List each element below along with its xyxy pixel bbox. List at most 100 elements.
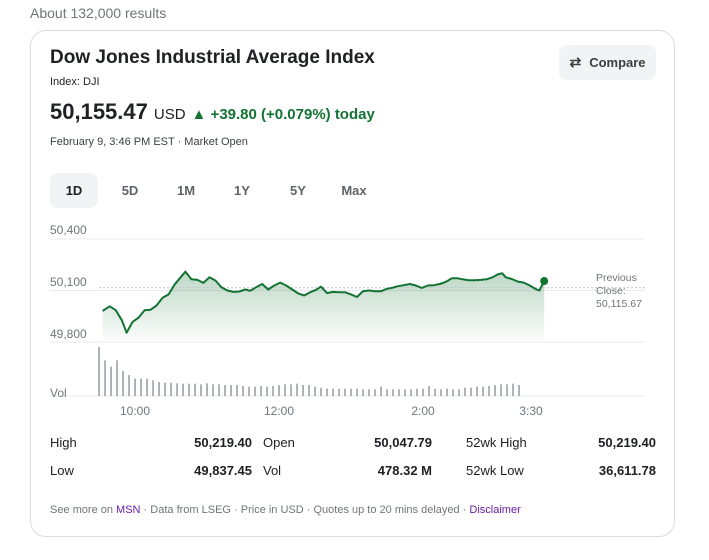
index-title: Dow Jones Industrial Average Index xyxy=(50,47,375,68)
stat-value: 49,837.45 xyxy=(194,463,252,478)
volume-bar xyxy=(344,388,346,396)
compare-label: Compare xyxy=(589,55,646,70)
volume-bar xyxy=(146,378,148,396)
volume-bar xyxy=(446,388,448,396)
swap-arrows-icon: ⇄ xyxy=(569,54,582,70)
volume-bar xyxy=(338,388,340,396)
volume-bar xyxy=(110,366,112,396)
volume-bar xyxy=(506,384,508,396)
tab-1y[interactable]: 1Y xyxy=(234,183,250,198)
volume-bar xyxy=(128,375,130,396)
volume-bar xyxy=(464,387,466,396)
x-tick-label: 2:00 xyxy=(411,404,435,418)
stat-label: Open xyxy=(263,435,295,450)
price-change: ▲ +39.80 (+0.079%) today xyxy=(191,106,375,123)
compare-button[interactable]: ⇄ Compare xyxy=(559,45,656,80)
volume-bar xyxy=(326,388,328,396)
y-tick-label: 50,100 xyxy=(50,275,87,289)
footer-prefix: See more on xyxy=(50,504,117,516)
timestamp: February 9, 3:46 PM EST · Market Open xyxy=(50,136,248,148)
footer: See more on MSN · Data from LSEG · Price… xyxy=(50,504,521,516)
stat-value: 50,047.79 xyxy=(374,435,432,450)
volume-bar xyxy=(224,385,226,396)
stat-label: Vol xyxy=(263,463,282,478)
price-chart[interactable]: 50,400 50,100 49,800 Vol 10:00 12:00 2:0… xyxy=(0,0,709,430)
price-area xyxy=(102,271,545,340)
volume-bar xyxy=(422,388,424,396)
tab-1d[interactable]: 1D xyxy=(50,173,98,208)
tab-1m[interactable]: 1M xyxy=(176,183,196,198)
stat-label: 52wk Low xyxy=(466,463,524,478)
previous-close-label: Previous xyxy=(596,272,637,284)
volume-bar xyxy=(332,388,334,396)
volume-bar xyxy=(122,371,124,396)
msn-link[interactable]: MSN xyxy=(116,504,141,516)
volume-bar xyxy=(470,387,472,396)
tab-5d[interactable]: 5D xyxy=(121,183,139,198)
volume-bar xyxy=(104,360,106,396)
volume-bar xyxy=(452,389,454,396)
volume-bar xyxy=(116,360,118,396)
stat-value: 50,219.40 xyxy=(194,435,252,450)
volume-bar xyxy=(284,384,286,396)
volume-bar xyxy=(428,386,430,396)
volume-bar xyxy=(212,384,214,396)
volume-bar xyxy=(518,385,520,396)
stat-label: Low xyxy=(50,463,74,478)
volume-bar xyxy=(320,387,322,396)
volume-bar xyxy=(368,389,370,396)
volume-bar xyxy=(230,385,232,396)
volume-bar xyxy=(260,386,262,396)
volume-bar xyxy=(278,385,280,396)
volume-bar xyxy=(152,380,154,396)
volume-bar xyxy=(488,386,490,396)
volume-bar xyxy=(362,389,364,396)
current-price-dot xyxy=(540,277,549,286)
volume-bar xyxy=(380,386,382,396)
volume-bar xyxy=(200,384,202,396)
volume-bar xyxy=(404,389,406,396)
current-price: 50,155.47 xyxy=(50,99,148,124)
currency: USD xyxy=(153,106,186,123)
volume-bar xyxy=(164,382,166,396)
footer-info: · Data from LSEG · Price in USD · Quotes… xyxy=(140,504,470,516)
disclaimer-link[interactable]: Disclaimer xyxy=(469,504,521,516)
volume-bar xyxy=(350,388,352,396)
volume-bar xyxy=(254,386,256,396)
volume-bar xyxy=(392,389,394,396)
volume-bar xyxy=(434,388,436,396)
volume-bar xyxy=(218,384,220,396)
stat-value: 50,219.40 xyxy=(598,435,656,450)
volume-bar xyxy=(302,385,304,396)
volume-bar xyxy=(182,383,184,396)
volume-bar xyxy=(440,389,442,396)
stock-card xyxy=(30,30,675,537)
tab-max[interactable]: Max xyxy=(341,183,367,198)
volume-bar xyxy=(272,386,274,396)
volume-bar xyxy=(410,389,412,396)
volume-bar xyxy=(242,386,244,396)
tab-5y[interactable]: 5Y xyxy=(290,183,306,198)
volume-bar xyxy=(494,385,496,396)
price-line xyxy=(102,270,546,334)
volume-bar xyxy=(188,383,190,396)
volume-bar xyxy=(158,382,160,396)
stat-value: 478.32 M xyxy=(377,463,432,478)
volume-bar xyxy=(512,383,514,396)
x-tick-label: 12:00 xyxy=(264,404,294,418)
stat-value: 36,611.78 xyxy=(598,463,656,478)
y-tick-label: 49,800 xyxy=(50,327,87,341)
volume-bar xyxy=(398,389,400,396)
volume-bar xyxy=(416,388,418,396)
volume-bar xyxy=(134,378,136,396)
volume-bar xyxy=(308,385,310,396)
stats-table: High 50,219.40 Open 50,047.79 52wk High … xyxy=(50,435,656,478)
volume-bar xyxy=(206,383,208,396)
ticker-label: Index: DJI xyxy=(50,76,100,88)
volume-bar xyxy=(482,386,484,396)
volume-bar xyxy=(176,383,178,396)
volume-bar xyxy=(170,382,172,396)
price-row: 50,155.47 USD ▲ +39.80 (+0.079%) today xyxy=(50,99,375,125)
range-tabs: 1D 5D 1M 1Y 5Y Max xyxy=(50,173,378,208)
previous-close-label: Close: xyxy=(596,285,626,297)
